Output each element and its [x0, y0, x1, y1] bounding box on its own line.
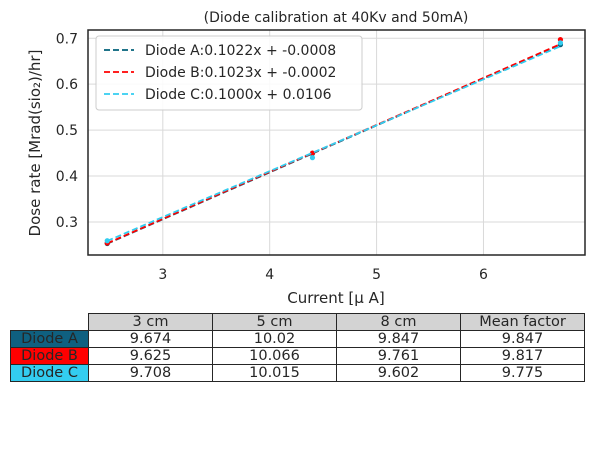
table-cell: 9.625 [88, 347, 213, 365]
x-tick-label: 4 [265, 267, 274, 283]
table-cell: 9.708 [88, 364, 213, 382]
row-label-diode-a: Diode A [10, 330, 89, 348]
table-cell: 9.674 [88, 330, 213, 348]
fit-line-2 [106, 45, 561, 242]
data-point [309, 155, 316, 161]
calibration-table-wrap: 3 cm 5 cm 8 cm Mean factor Diode A 9.674… [10, 313, 585, 382]
legend-label: Diode A:0.1022x + -0.0008 [145, 43, 336, 59]
calibration-chart: (Diode calibration at 40Kv and 50mA) 3 4 5… [26, 10, 586, 307]
column-header: 8 cm [336, 313, 461, 331]
x-tick-label: 3 [158, 267, 167, 283]
y-tick-label: 0.5 [56, 123, 78, 139]
row-label-diode-b: Diode B [10, 347, 89, 365]
x-tick-label: 6 [479, 267, 488, 283]
legend-label: Diode B:0.1023x + -0.0002 [145, 65, 336, 81]
y-tick-label: 0.4 [56, 169, 78, 185]
legend-label: Diode C:0.1000x + 0.0106 [145, 87, 332, 103]
table-cell: 10.015 [212, 364, 337, 382]
y-tick-label: 0.3 [56, 215, 78, 231]
y-tick-label: 0.6 [56, 77, 78, 93]
data-point [309, 150, 316, 156]
table-cell: 9.847 [336, 330, 461, 348]
row-label-diode-c: Diode C [10, 364, 89, 382]
column-header: 3 cm [88, 313, 213, 331]
x-axis-label: Current [μ A] [287, 289, 384, 307]
series-layer [104, 37, 564, 247]
table-cell: 9.817 [460, 347, 585, 365]
y-tick-labels: 0.3 0.4 0.5 0.6 0.7 [56, 31, 78, 231]
data-point [557, 40, 564, 46]
data-point [104, 238, 110, 244]
x-tick-labels: 3 4 5 6 [158, 267, 488, 283]
column-header: Mean factor [460, 313, 585, 331]
table-cell: 9.847 [460, 330, 585, 348]
table-header-row: 3 cm 5 cm 8 cm Mean factor [11, 313, 585, 331]
x-tick-label: 5 [372, 267, 381, 283]
table-cell: 9.775 [460, 364, 585, 382]
column-header: 5 cm [212, 313, 337, 331]
legend-box [95, 35, 363, 111]
table-cell: 10.066 [212, 347, 337, 365]
table-cell: 9.761 [336, 347, 461, 365]
plot-frame [87, 29, 586, 256]
table-row: Diode B 9.625 10.066 9.761 9.817 [10, 347, 585, 365]
table-row: Diode A 9.674 10.02 9.847 9.847 [10, 330, 585, 348]
y-tick-label: 0.7 [56, 31, 78, 47]
chart-title: (Diode calibration at 40Kv and 50mA) [204, 10, 469, 26]
table-cell: 9.602 [336, 364, 461, 382]
table-corner [11, 314, 89, 331]
y-axis-label: Dose rate [Mrad(sio₂)/hr] [26, 50, 44, 237]
legend: Diode A:0.1022x + -0.0008 Diode B:0.1023x… [95, 35, 363, 111]
table-cell: 10.02 [212, 330, 337, 348]
table-row: Diode C 9.708 10.015 9.602 9.775 [10, 364, 585, 382]
calibration-table: 3 cm 5 cm 8 cm Mean factor Diode A 9.674… [10, 313, 585, 382]
